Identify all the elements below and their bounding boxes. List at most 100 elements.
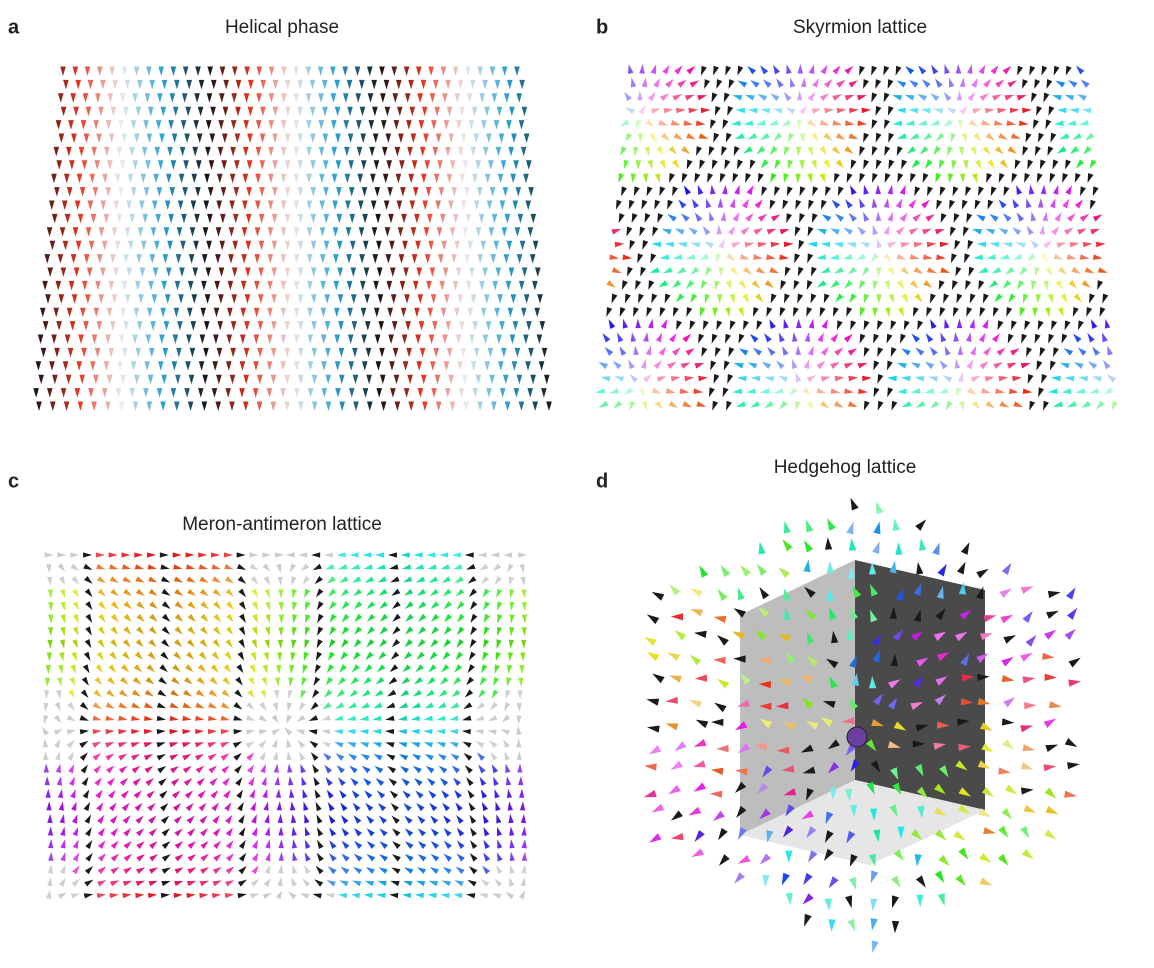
- spin-arrow: [1020, 649, 1034, 661]
- spin-arrow: [916, 895, 924, 908]
- spin-arrow: [526, 321, 532, 331]
- spin-arrow: [949, 280, 958, 291]
- spin-arrow: [48, 826, 54, 835]
- spin-arrow: [1023, 347, 1032, 358]
- spin-arrow: [227, 308, 233, 318]
- spin-arrow: [352, 321, 358, 331]
- spin-arrow: [689, 585, 703, 597]
- spin-arrow: [390, 601, 400, 611]
- spin-arrow: [315, 626, 324, 636]
- spin-arrow: [873, 133, 882, 144]
- spin-arrow: [311, 294, 317, 304]
- spin-arrow: [945, 105, 956, 115]
- spin-arrow: [350, 564, 360, 572]
- spin-arrow: [180, 241, 186, 251]
- spin-arrow: [411, 703, 421, 711]
- panel-letter: c: [8, 470, 19, 492]
- spin-arrow: [285, 80, 291, 90]
- spin-arrow: [1044, 627, 1058, 640]
- spin-arrow: [1097, 307, 1106, 318]
- spin-arrow: [1002, 675, 1015, 684]
- spin-arrow: [804, 358, 813, 369]
- spin-arrow: [506, 788, 513, 798]
- spin-arrow: [169, 716, 179, 723]
- spin-arrow: [361, 677, 371, 687]
- spin-arrow: [36, 402, 42, 412]
- spin-arrow: [46, 665, 51, 674]
- spin-arrow: [643, 173, 649, 183]
- spin-arrow: [731, 146, 740, 157]
- spin-arrow: [68, 348, 74, 358]
- spin-arrow: [831, 173, 840, 184]
- spin-arrow: [189, 254, 195, 264]
- spin-arrow: [754, 226, 765, 235]
- spin-arrow: [123, 639, 133, 649]
- panel-letter: d: [596, 470, 608, 492]
- spin-arrow: [1021, 360, 1032, 368]
- spin-arrow: [337, 214, 343, 224]
- spin-arrow: [725, 307, 732, 317]
- spin-arrow: [189, 375, 195, 385]
- spin-arrow: [463, 763, 473, 773]
- spin-arrow: [426, 788, 436, 798]
- spin-arrow: [234, 763, 244, 773]
- spin-arrow: [323, 677, 333, 687]
- spin-arrow: [1038, 198, 1044, 208]
- spin-arrow: [799, 160, 805, 170]
- spin-arrow: [979, 331, 988, 342]
- spin-arrow: [428, 814, 438, 824]
- spin-arrow: [823, 133, 834, 143]
- spin-arrow: [401, 214, 407, 224]
- spin-arrow: [136, 626, 146, 636]
- spin-arrow: [204, 321, 210, 331]
- spin-arrow: [847, 211, 857, 222]
- spin-arrow: [875, 211, 881, 221]
- spin-arrow: [84, 576, 94, 586]
- spin-arrow: [927, 294, 936, 305]
- spin-arrow: [47, 640, 53, 649]
- spin-arrow: [176, 254, 182, 264]
- spin-arrow: [467, 639, 476, 649]
- spin-arrow: [920, 173, 929, 184]
- spin-arrow: [825, 898, 833, 911]
- spin-arrow: [111, 614, 121, 624]
- spin-arrow: [256, 147, 262, 157]
- spin-arrow: [110, 321, 116, 331]
- spin-arrow: [767, 200, 776, 211]
- spin-arrow: [369, 120, 375, 130]
- spin-arrow: [259, 702, 269, 712]
- spin-arrow: [696, 120, 706, 127]
- spin-arrow: [1058, 307, 1066, 318]
- spin-arrow: [149, 614, 159, 624]
- spin-arrow: [819, 146, 829, 157]
- spin-arrow: [410, 107, 416, 117]
- spin-arrow: [833, 267, 844, 276]
- spin-arrow: [1022, 320, 1031, 331]
- spin-arrow: [146, 789, 156, 799]
- spin-arrow: [891, 921, 899, 934]
- spin-arrow: [957, 319, 963, 329]
- spin-arrow: [692, 739, 706, 750]
- spin-arrow: [109, 552, 118, 557]
- spin-arrow: [174, 639, 184, 649]
- spin-arrow: [390, 268, 396, 278]
- spin-arrow: [694, 360, 705, 368]
- spin-arrow: [914, 561, 923, 574]
- spin-arrow: [110, 576, 120, 585]
- spin-arrow: [709, 93, 718, 104]
- spin-arrow: [847, 293, 857, 304]
- spin-arrow: [310, 134, 316, 144]
- spin-arrow: [414, 564, 424, 571]
- spin-arrow: [267, 388, 273, 398]
- spin-arrow: [481, 826, 490, 836]
- spin-arrow: [182, 740, 192, 748]
- spin-arrow: [836, 159, 846, 170]
- spin-arrow: [68, 120, 74, 130]
- spin-arrow: [767, 226, 778, 235]
- spin-arrow: [652, 200, 661, 211]
- spin-arrow: [424, 690, 434, 699]
- spin-arrow: [100, 80, 106, 90]
- spin-arrow: [302, 813, 310, 823]
- spin-arrow: [105, 715, 115, 722]
- spin-arrow: [885, 307, 892, 317]
